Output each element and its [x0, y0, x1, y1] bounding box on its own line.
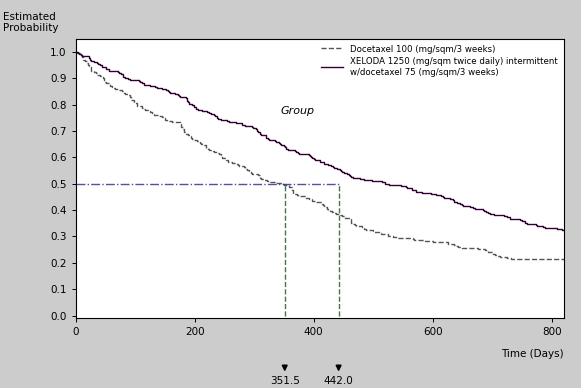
Text: Group: Group: [281, 106, 315, 116]
Text: Estimated
Probability: Estimated Probability: [3, 12, 59, 33]
Legend: Docetaxel 100 (mg/sqm/3 weeks), XELODA 1250 (mg/sqm twice daily) intermittent
w/: Docetaxel 100 (mg/sqm/3 weeks), XELODA 1…: [318, 42, 561, 80]
Text: 351.5: 351.5: [270, 376, 300, 386]
Text: Time (Days): Time (Days): [501, 349, 564, 359]
Text: 442.0: 442.0: [324, 376, 353, 386]
